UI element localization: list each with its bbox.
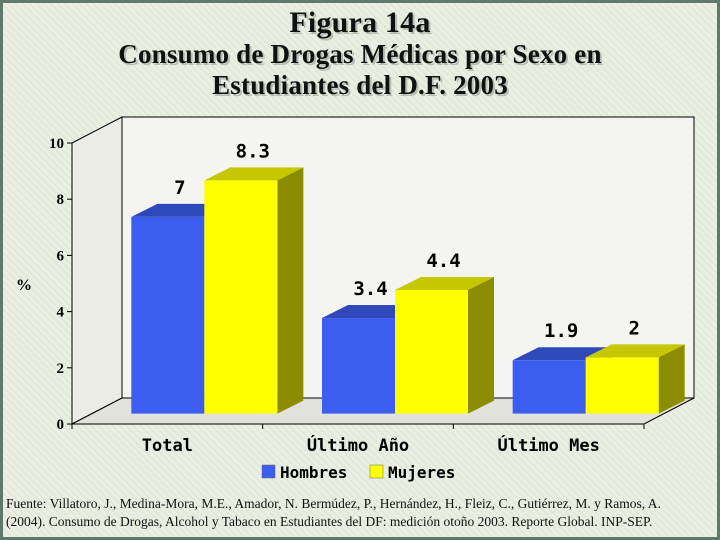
figure-title-line-2: Estudiantes del D.F. 2003 (212, 70, 508, 100)
bar-mujeres-0 (204, 167, 304, 414)
data-label: 1.9 (544, 320, 578, 342)
data-label: 4.4 (426, 250, 460, 272)
y-tick-label: 2 (57, 361, 65, 377)
bar-front (131, 216, 205, 414)
legend-label: Mujeres (388, 463, 455, 482)
source-line-1: Fuente: Villatoro, J., Medina-Mora, M.E.… (6, 496, 661, 511)
legend-swatch (261, 464, 276, 479)
y-tick-label: 4 (57, 305, 65, 321)
bar-front (512, 360, 586, 414)
y-tick-label: 10 (49, 136, 64, 152)
data-labels: 7 8.3 3.4 4.4 1.9 2 (174, 140, 640, 342)
y-tick-label: 0 (57, 417, 65, 433)
bar-mujeres-1 (395, 276, 494, 414)
figure-number: Figura 14a (289, 6, 431, 39)
legend-item-hombres: Hombres (261, 463, 347, 482)
bar-side (277, 167, 304, 414)
source-line-2: (2004). Consumo de Drogas, Alcohol y Tab… (6, 514, 653, 529)
category-label: Último Mes (497, 434, 599, 456)
bar-side (658, 344, 685, 414)
category-label: Total (142, 436, 193, 456)
side-wall (71, 116, 123, 425)
data-label: 2 (628, 317, 639, 339)
figure-title-line-1: Consumo de Drogas Médicas por Sexo en (118, 39, 602, 69)
bar-front (322, 318, 395, 414)
source-citation: Fuente: Villatoro, J., Medina-Mora, M.E.… (6, 495, 714, 531)
bars (131, 167, 685, 414)
legend-item-mujeres: Mujeres (369, 463, 455, 482)
bar-top (585, 344, 685, 358)
bar-top (395, 276, 494, 290)
bar-mujeres-2 (585, 344, 685, 414)
bar-front (395, 289, 468, 414)
bar-front (204, 180, 278, 414)
bar-side (468, 276, 494, 414)
data-label: 8.3 (236, 140, 270, 162)
bar-top (204, 167, 304, 181)
data-label: 3.4 (353, 278, 387, 300)
category-label: Último Año (307, 434, 409, 456)
y-tick-label: 8 (57, 192, 65, 208)
category-labels: Total Último Año Último Mes (71, 423, 645, 456)
data-label: 7 (174, 177, 185, 199)
bar-front (585, 357, 659, 414)
y-axis: 0 2 4 6 8 10% (16, 136, 73, 433)
y-tick-label: 6 (57, 248, 65, 264)
legend: Hombres Mujeres (261, 463, 455, 482)
legend-swatch (369, 464, 384, 479)
legend-label: Hombres (280, 463, 347, 482)
y-axis-title: % (16, 277, 32, 294)
